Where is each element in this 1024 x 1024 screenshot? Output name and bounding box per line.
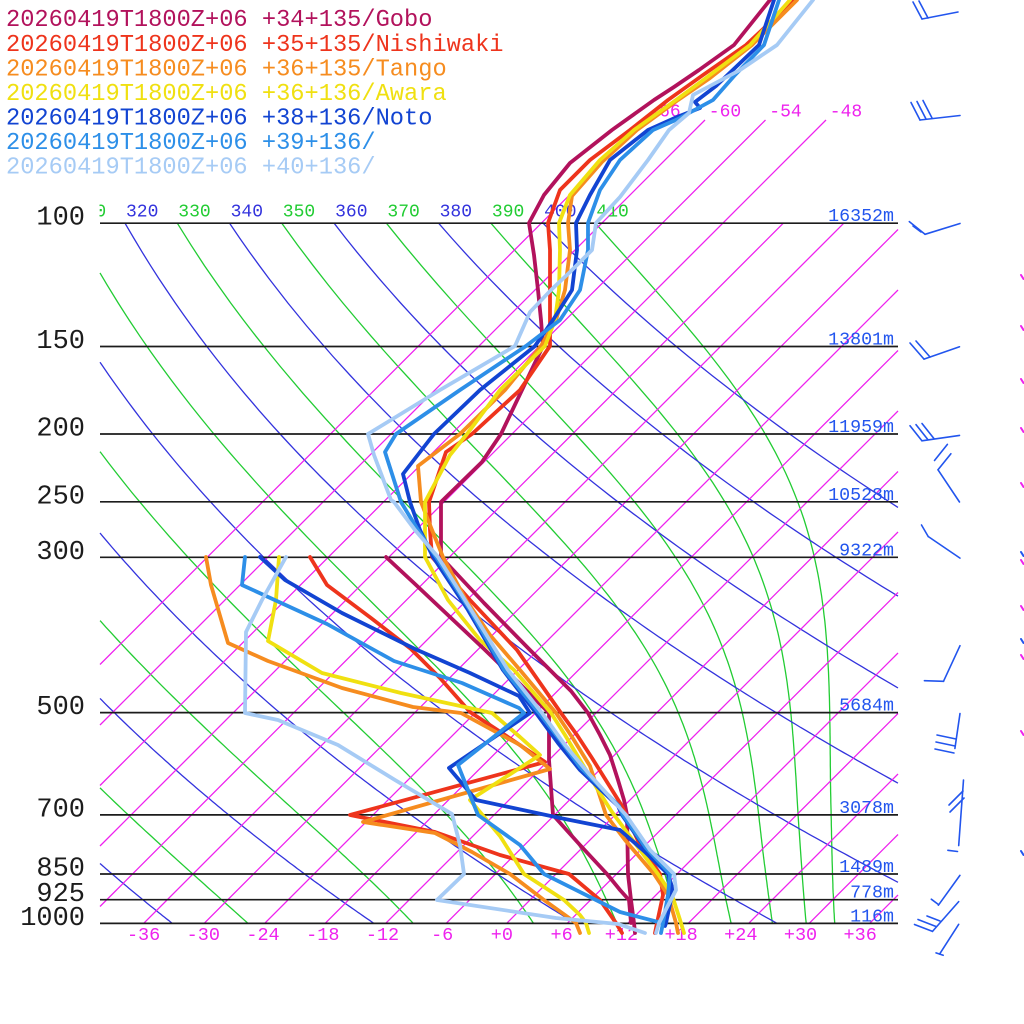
svg-text:700: 700 bbox=[36, 795, 85, 825]
svg-text:20260419T1800Z+06 +36+136/Awar: 20260419T1800Z+06 +36+136/Awara bbox=[6, 81, 447, 108]
svg-text:100: 100 bbox=[36, 204, 85, 234]
svg-text:-12: -12 bbox=[366, 925, 399, 946]
svg-text:+30: +30 bbox=[784, 925, 817, 946]
svg-text:13801m: 13801m bbox=[828, 331, 894, 351]
svg-text:20260419T1800Z+06 +40+136/: 20260419T1800Z+06 +40+136/ bbox=[6, 155, 376, 182]
svg-text:380: 380 bbox=[440, 203, 472, 223]
svg-text:20260419T1800Z+06 +39+136/: 20260419T1800Z+06 +39+136/ bbox=[6, 130, 376, 157]
svg-text:9322m: 9322m bbox=[839, 541, 894, 561]
svg-text:200: 200 bbox=[36, 415, 85, 445]
svg-text:116m: 116m bbox=[850, 907, 894, 927]
svg-text:250: 250 bbox=[36, 482, 85, 512]
svg-text:-48: -48 bbox=[830, 103, 862, 123]
svg-text:410: 410 bbox=[596, 203, 628, 223]
svg-text:+18: +18 bbox=[664, 925, 697, 946]
svg-text:5684m: 5684m bbox=[839, 697, 894, 717]
svg-text:-18: -18 bbox=[306, 925, 339, 946]
svg-text:1489m: 1489m bbox=[839, 858, 894, 878]
svg-text:850: 850 bbox=[36, 855, 85, 885]
svg-text:+36: +36 bbox=[844, 925, 877, 946]
svg-text:310: 310 bbox=[74, 203, 106, 223]
svg-text:10528m: 10528m bbox=[828, 486, 894, 506]
svg-text:350: 350 bbox=[283, 203, 315, 223]
svg-text:360: 360 bbox=[335, 203, 367, 223]
svg-text:150: 150 bbox=[36, 327, 85, 357]
svg-text:+24: +24 bbox=[724, 925, 757, 946]
svg-text:+12: +12 bbox=[605, 925, 638, 946]
svg-text:16352m: 16352m bbox=[828, 207, 894, 227]
svg-text:370: 370 bbox=[387, 203, 419, 223]
svg-text:390: 390 bbox=[492, 203, 524, 223]
svg-text:+0: +0 bbox=[491, 925, 513, 946]
svg-text:20260419T1800Z+06 +35+135/Nish: 20260419T1800Z+06 +35+135/Nishiwaki bbox=[6, 32, 504, 59]
svg-text:20260419T1800Z+06 +34+135/Gobo: 20260419T1800Z+06 +34+135/Gobo bbox=[6, 7, 432, 34]
svg-text:778m: 778m bbox=[850, 884, 894, 904]
svg-text:-36: -36 bbox=[127, 925, 160, 946]
svg-text:-60: -60 bbox=[709, 103, 741, 123]
svg-text:20260419T1800Z+06 +38+136/Noto: 20260419T1800Z+06 +38+136/Noto bbox=[6, 105, 432, 132]
svg-text:340: 340 bbox=[231, 203, 263, 223]
svg-text:11959m: 11959m bbox=[828, 418, 894, 438]
svg-text:-24: -24 bbox=[246, 925, 279, 946]
svg-text:1000: 1000 bbox=[20, 904, 85, 934]
svg-text:300: 300 bbox=[36, 538, 85, 568]
svg-text:-54: -54 bbox=[769, 103, 801, 123]
svg-text:20260419T1800Z+06 +36+135/Tang: 20260419T1800Z+06 +36+135/Tango bbox=[6, 56, 447, 83]
svg-text:320: 320 bbox=[126, 203, 158, 223]
svg-text:-6: -6 bbox=[431, 925, 453, 946]
svg-text:330: 330 bbox=[178, 203, 210, 223]
svg-text:+6: +6 bbox=[550, 925, 572, 946]
svg-text:925: 925 bbox=[36, 880, 85, 910]
svg-text:3078m: 3078m bbox=[839, 799, 894, 819]
svg-text:-30: -30 bbox=[187, 925, 220, 946]
svg-text:500: 500 bbox=[36, 693, 85, 723]
